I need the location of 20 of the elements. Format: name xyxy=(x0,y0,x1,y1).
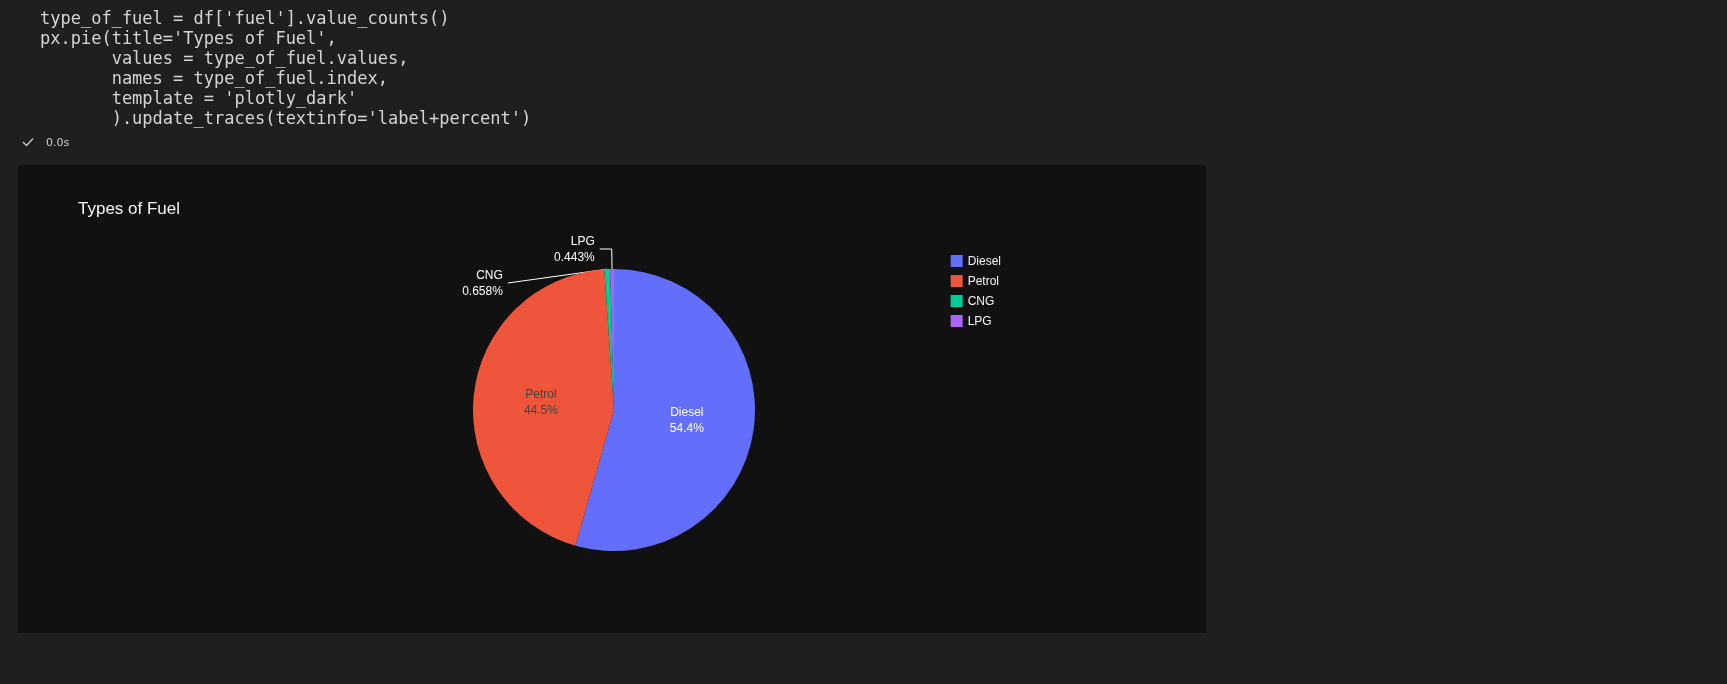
text: Types of Fuel xyxy=(78,199,181,218)
text: 0.0s xyxy=(46,136,70,149)
slice-label: CNG xyxy=(476,268,503,283)
data-label: 54.4% xyxy=(669,421,705,436)
data-label: 0.443% xyxy=(554,250,596,265)
legend-label: Petrol xyxy=(967,274,1000,288)
text: px.pie(title='Types of Fuel', xyxy=(40,28,337,48)
text: values = type_of_fuel.values, xyxy=(111,48,409,68)
data-label: 44.5% xyxy=(523,403,559,418)
legend-label: Diesel xyxy=(967,254,1002,268)
data-label: 0.658% xyxy=(462,284,504,299)
text: ).update_traces(textinfo='label+percent') xyxy=(111,108,532,128)
legend-label: LPG xyxy=(967,314,992,328)
text: template = 'plotly_dark' xyxy=(111,88,358,108)
slice-label: Diesel xyxy=(670,405,704,420)
legend-label: CNG xyxy=(967,294,995,308)
text: type_of_fuel = df['fuel'].value_counts() xyxy=(40,8,450,28)
slice-label: LPG xyxy=(570,234,595,249)
text: names = type_of_fuel.index, xyxy=(111,68,388,88)
slice-label: Petrol xyxy=(525,387,557,402)
